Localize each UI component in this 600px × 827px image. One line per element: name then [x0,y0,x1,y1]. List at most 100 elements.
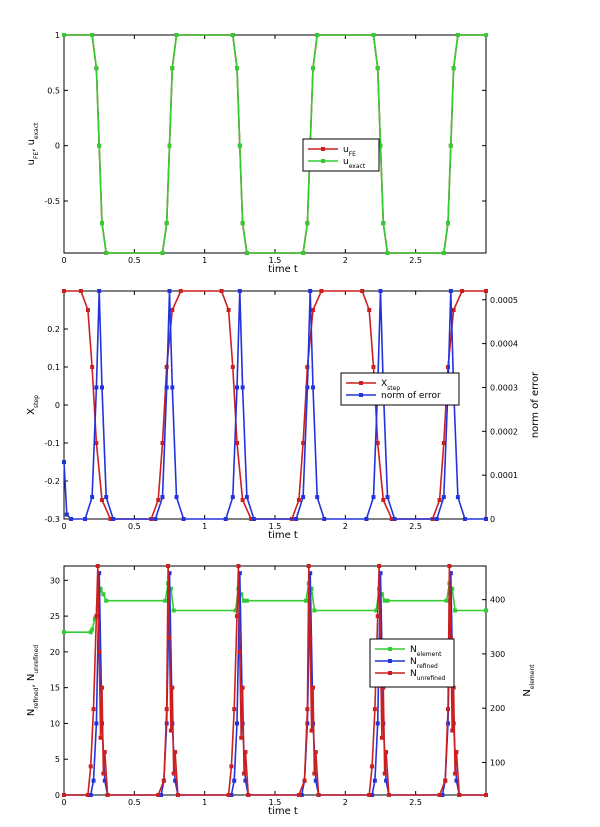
data-point [381,685,386,690]
data-point [167,635,172,640]
series-line [63,290,486,520]
x-axis-label: time t [268,806,298,817]
data-point [101,771,106,776]
data-point [310,385,315,390]
y-tick-label-right: 0 [490,515,495,524]
x-axis-label: time t [268,264,298,275]
data-point [375,66,380,71]
data-point [453,608,458,613]
data-point [308,289,313,293]
data-point [303,598,308,603]
y-tick-label: 25 [50,612,60,621]
data-point [160,441,165,445]
data-point [302,778,307,783]
y-tick-label: 0.5 [47,86,60,95]
data-point [367,793,372,797]
data-point [360,289,365,293]
data-point [372,707,377,712]
y-tick-label-right: 0.0004 [490,340,518,349]
data-point [385,251,390,255]
y-tick-label: -0.2 [44,477,60,486]
data-point [448,635,453,640]
data-point [237,571,242,576]
data-point [88,793,93,797]
data-point [446,707,451,712]
data-point [455,495,460,500]
data-point [102,778,107,783]
data-point [306,564,311,568]
y-axis-label-right: Nelement [522,664,536,697]
x-tick-label: 0 [61,256,66,265]
x-tick-label: 1.5 [269,522,282,531]
legend-marker [359,393,363,397]
data-point [441,251,446,255]
data-point [371,33,376,37]
data-point [384,778,389,783]
data-point [170,385,175,390]
data-point [244,495,249,500]
data-point [375,441,380,445]
data-point [153,517,158,521]
x-tick-label: 2 [343,522,348,531]
x-tick-label: 0.5 [128,798,141,807]
data-point [242,771,247,776]
data-point [451,66,456,71]
x-tick-label: 2.5 [409,256,422,265]
legend-box [302,138,380,172]
x-tick-label: 0.5 [128,522,141,531]
data-point [235,721,240,726]
data-point [64,512,69,517]
data-point [379,735,384,740]
data-point [378,571,383,576]
y-tick-label: 1 [55,31,60,40]
y-tick-label: -0.5 [44,197,60,206]
data-point [156,793,161,797]
y-tick-label: -0.1 [44,439,60,448]
data-point [88,630,93,635]
legend-label: Nrefined [410,657,438,670]
data-point [299,793,304,797]
x-tick-label: 2 [343,256,348,265]
data-point [310,66,315,71]
legend-label: Nelement [410,645,442,658]
data-point [244,598,249,603]
data-point [243,750,248,755]
x-tick-label: 1 [202,522,207,531]
x-tick-label: 1 [202,256,207,265]
data-point [161,778,166,783]
y-axis-label-left: uFE, uexact [26,122,40,165]
data-point [240,221,245,226]
data-point [237,143,242,148]
y-tick-label-right: 0.0003 [490,383,518,392]
data-point [62,793,66,797]
data-point [378,289,383,293]
data-point [156,498,161,502]
y-tick-label: 0.1 [47,363,60,372]
y-tick-label-right: 200 [490,704,505,713]
legend-marker [388,671,392,675]
data-point [246,793,251,797]
data-point [94,441,99,445]
data-point [305,385,310,390]
data-point [437,793,442,797]
data-point [69,517,74,521]
data-point [163,598,168,603]
data-point [301,495,306,500]
data-point [453,771,458,776]
data-point [371,365,376,369]
y-tick-label: -0.3 [44,515,60,524]
data-point [99,498,104,502]
data-point [101,592,106,597]
data-point [102,750,107,755]
data-point [181,517,186,521]
y-axis-label-right: norm of error [530,371,541,438]
data-point [319,289,324,293]
legend-label: Xstep [381,379,400,392]
data-point [451,308,456,312]
data-point [239,592,244,597]
data-point [441,441,446,445]
y-axis-label-left: Nrefined, Nunrefined [26,645,40,716]
data-point [240,498,245,502]
y-tick-label-right: 100 [490,758,505,767]
